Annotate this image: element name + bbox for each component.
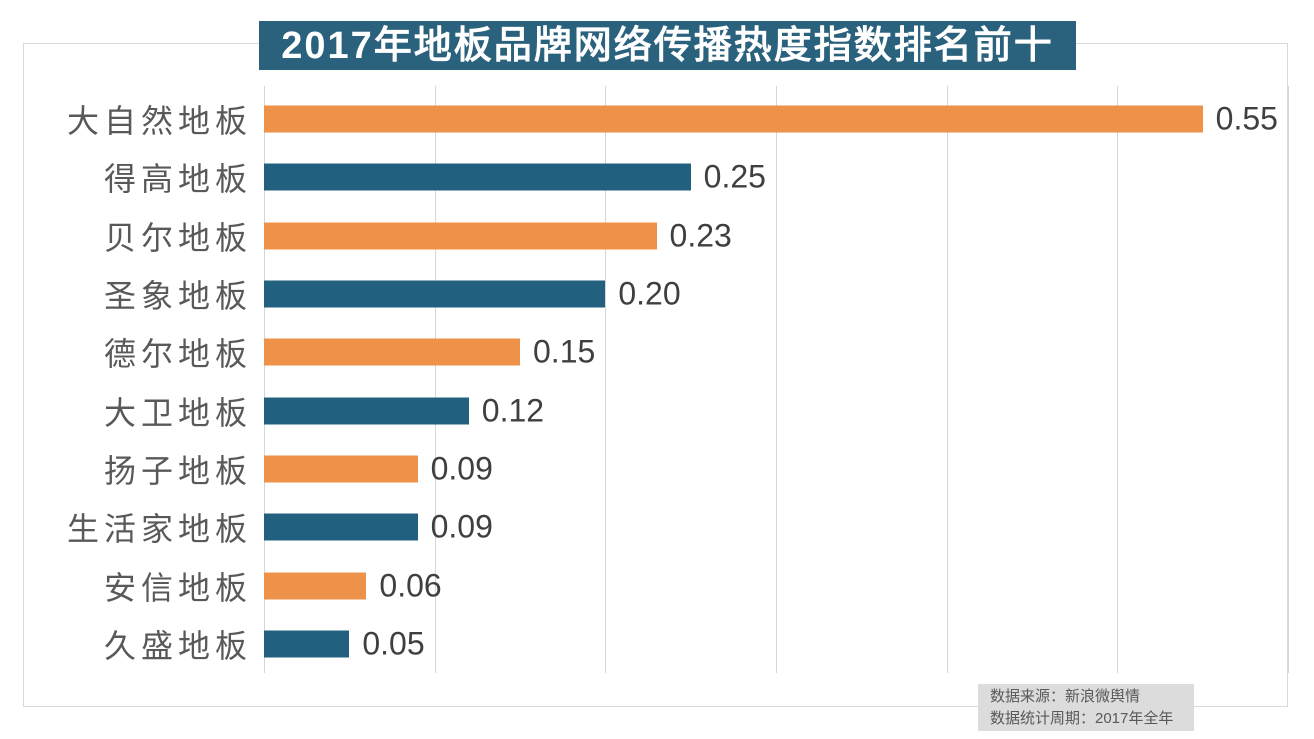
bar [264,105,1203,133]
source-line-2: 数据统计周期：2017年全年 [990,710,1174,727]
gridline [434,86,436,673]
bar-row: 大自然地板 0.55 [0,90,1314,148]
bar-row: 生活家地板 0.09 [0,498,1314,556]
gridline [776,86,777,673]
value-label: 0.09 [430,450,493,487]
value-label: 0.12 [481,392,545,429]
bar [264,572,367,600]
bar [264,222,657,250]
bar-row: 德尔地板 0.15 [0,323,1314,381]
category-label: 大自然地板 [66,103,252,140]
category-label: 圣象地板 [103,278,252,315]
gridline [605,86,607,673]
gridline [264,86,265,673]
source-line-1: 数据来源：新浪微舆情 [990,688,1141,705]
value-label: 0.55 [1215,100,1278,137]
source-box: 数据来源：新浪微舆情 数据统计周期：2017年全年 [978,684,1194,731]
bar-row: 安信地板 0.06 [0,556,1314,614]
category-label: 安信地板 [103,569,252,606]
chart-title: 2017年地板品牌网络传播热度指数排名前十 [259,21,1076,70]
bar [264,455,418,483]
value-label: 0.20 [618,275,681,312]
bar [264,280,606,308]
value-label: 0.25 [703,158,766,195]
value-label: 0.09 [430,508,493,545]
bar [264,338,520,366]
category-label: 得高地板 [103,161,252,198]
category-label: 扬子地板 [103,452,252,489]
bar-row: 大卫地板 0.12 [0,382,1314,440]
bar-rows: 大自然地板 0.55 得高地板 0.25 贝尔地板 0.23 圣象地板 0.20 德尔地板 0.1… [0,90,1314,673]
gridlines [0,86,1314,673]
bar-row: 贝尔地板 0.23 [0,207,1314,265]
bar [264,163,691,191]
value-label: 0.05 [362,625,425,662]
category-label: 久盛地板 [103,627,252,664]
category-label: 生活家地板 [66,511,252,548]
category-label: 德尔地板 [103,336,252,373]
category-label: 大卫地板 [103,394,252,431]
bar [264,397,469,425]
gridline [946,86,948,673]
bar-row: 扬子地板 0.09 [0,440,1314,498]
gridline [1288,86,1289,673]
category-label: 贝尔地板 [103,219,252,256]
value-label: 0.06 [379,567,442,604]
value-label: 0.23 [669,217,732,254]
bar-row: 得高地板 0.25 [0,148,1314,206]
value-label: 0.15 [533,333,596,370]
bar [264,630,350,658]
bar [264,513,418,541]
gridline [1117,86,1119,673]
bar-row: 久盛地板 0.05 [0,615,1314,673]
bar-row: 圣象地板 0.20 [0,265,1314,323]
